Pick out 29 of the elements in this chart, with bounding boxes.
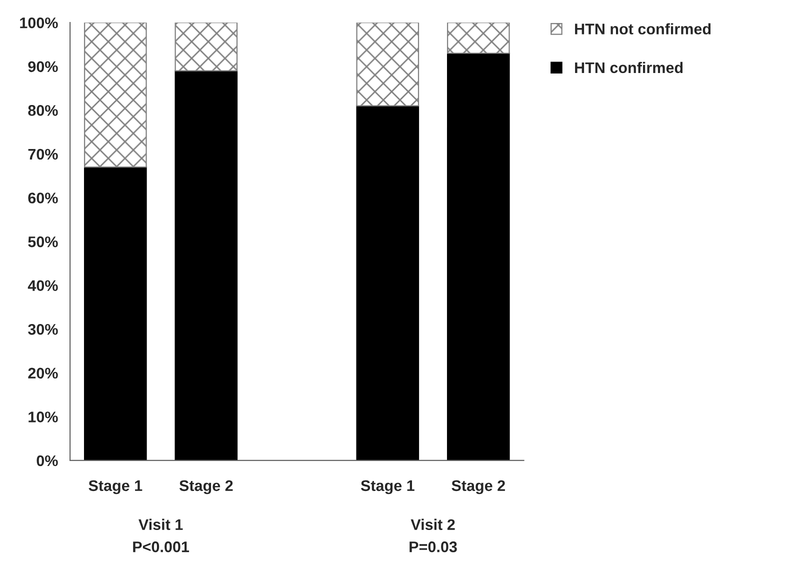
y-tick-label: 0% xyxy=(36,455,58,466)
x-tick-label: Stage 1 xyxy=(88,480,142,494)
legend-label: HTN confirmed xyxy=(575,62,683,74)
bar xyxy=(446,52,510,460)
bar xyxy=(446,22,510,54)
text: Visit 2 xyxy=(410,518,455,530)
y-tick-label: 20% xyxy=(28,368,58,379)
y-tick-label: 60% xyxy=(28,192,58,204)
bar xyxy=(356,105,420,460)
bar xyxy=(174,70,238,460)
bar xyxy=(84,166,147,460)
y-tick-label: 30% xyxy=(28,324,58,335)
text: Visit 1 xyxy=(138,518,183,530)
y-tick-label: 90% xyxy=(28,61,58,72)
y-tick-label: 80% xyxy=(28,105,58,116)
bar xyxy=(84,22,147,168)
y-tick-label: 10% xyxy=(28,412,58,422)
y-tick-label: 40% xyxy=(28,280,58,292)
y-tick-label: 70% xyxy=(28,148,58,160)
legend-label: HTN not confirmed xyxy=(575,23,711,34)
x-tick-label: Stage 2 xyxy=(179,480,233,494)
bar xyxy=(356,22,420,106)
text: P=0.03 xyxy=(410,541,457,552)
bar xyxy=(174,22,238,72)
y-tick-label: 100% xyxy=(20,17,58,28)
x-tick-label: Stage 1 xyxy=(360,480,414,494)
text: P<0.001 xyxy=(133,541,190,552)
x-tick-label: Stage 2 xyxy=(452,480,505,494)
y-tick-label: 50% xyxy=(28,236,58,248)
